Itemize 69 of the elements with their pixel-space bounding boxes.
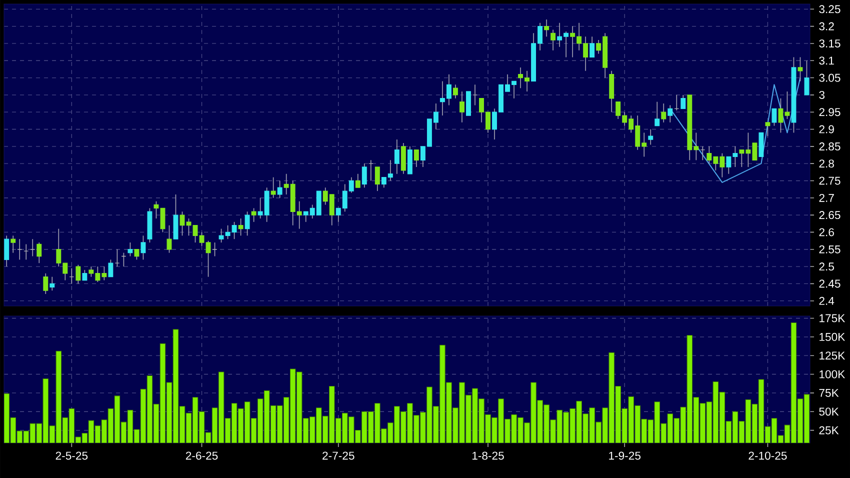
x-tick-label: 2-10-25 (748, 452, 787, 460)
y-tick-label: 2.9 (819, 125, 834, 134)
candlestick (452, 84, 458, 99)
y-tick-label: 3.25 (819, 5, 840, 14)
y-tick-label: 100K (820, 370, 846, 378)
candlestick (180, 211, 185, 236)
y-tick-label: 2.4 (819, 296, 834, 305)
y-tick-label: 3 (819, 90, 825, 99)
y-tick-label: 2.7 (819, 194, 834, 202)
y-tick-label: 2.95 (819, 108, 840, 116)
candlestick (238, 218, 244, 236)
y-tick-label: 3.15 (819, 39, 840, 48)
y-tick-label: 2.85 (819, 142, 840, 150)
y-tick-label: 2.45 (819, 280, 840, 288)
candlestick (134, 248, 140, 260)
candlestick (270, 176, 276, 198)
candlestick (798, 56, 803, 82)
x-tick-label: 2-7-25 (322, 452, 354, 460)
candlestick (166, 224, 172, 254)
candlestick (362, 163, 367, 188)
x-tick-label: 1-9-25 (609, 452, 641, 460)
y-tick-label: 3.2 (819, 22, 834, 30)
candlestick (82, 270, 88, 281)
candlestick (544, 19, 550, 37)
candlestick (43, 272, 48, 294)
y-tick-label: 2.75 (819, 176, 840, 185)
y-tick-label: 125K (820, 352, 846, 360)
y-tick-label: 2.5 (819, 262, 834, 271)
x-tick-label: 2-6-25 (186, 452, 218, 460)
candlestick (648, 128, 654, 146)
y-tick-label: 25K (819, 426, 839, 434)
y-tick-label: 175K (820, 314, 846, 322)
candlestick (186, 218, 192, 236)
y-tick-label: 3.05 (819, 74, 840, 82)
candlestick (772, 108, 777, 126)
x-tick-label: 2-5-25 (56, 452, 88, 460)
candlestick (661, 103, 666, 123)
y-tick-label: 2.55 (819, 245, 840, 254)
y-tick-label: 2.8 (819, 160, 834, 168)
candlestick (590, 36, 595, 58)
y-tick-label: 3.1 (819, 56, 834, 65)
candlestick (244, 211, 250, 236)
y-tick-label: 2.65 (819, 211, 840, 220)
candlestick (154, 200, 159, 219)
candlestick (140, 235, 146, 260)
candlestick (160, 208, 166, 233)
candlestick (459, 91, 464, 123)
candlestick (414, 149, 419, 168)
candlestick (668, 104, 673, 123)
candlestick (4, 235, 10, 267)
candlestick (192, 224, 198, 243)
y-tick-label: 75K (819, 388, 839, 397)
candlestick (374, 166, 380, 192)
candlestick (765, 122, 770, 137)
y-tick-label: 50K (819, 408, 839, 416)
candlestick (355, 173, 360, 188)
candlestick (128, 242, 133, 257)
candlestick (108, 259, 114, 278)
x-tick-label: 1-8-25 (472, 452, 504, 460)
candlestick (394, 139, 400, 174)
y-tick-label: 150K (820, 332, 846, 341)
y-tick-label: 2.6 (819, 228, 834, 236)
candlestick (50, 276, 55, 291)
candlestick (10, 235, 16, 254)
candlestick (277, 180, 282, 198)
candlestick (654, 101, 660, 126)
candlestick (251, 208, 256, 222)
candlestick (199, 232, 204, 246)
candlestick (550, 29, 556, 51)
